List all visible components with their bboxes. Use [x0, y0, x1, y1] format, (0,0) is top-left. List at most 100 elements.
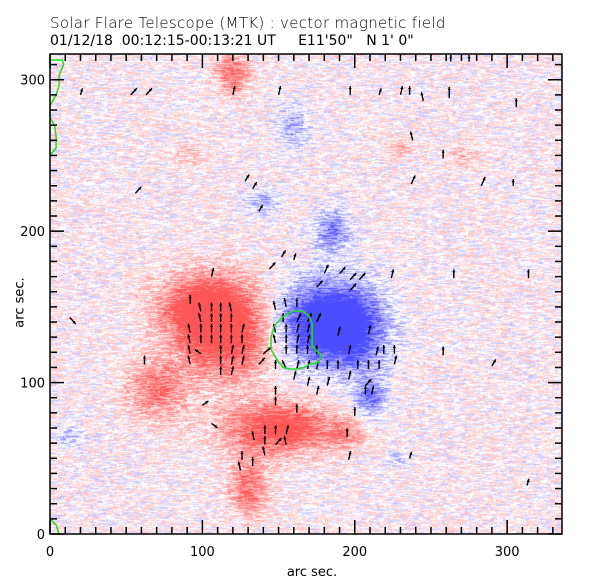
contour-line [270, 310, 323, 370]
field-vector [306, 323, 311, 333]
x-tick-labels: 0 100 200 300 [46, 545, 520, 560]
field-vector-head [353, 284, 356, 287]
field-vector-head [376, 348, 379, 350]
field-vector [347, 344, 352, 354]
field-vector [194, 348, 202, 355]
field-vector-head [307, 335, 311, 338]
field-vector [296, 334, 300, 344]
field-vector-head [211, 269, 215, 272]
field-vector [230, 355, 235, 365]
field-vector [323, 264, 329, 274]
field-vector-head [283, 299, 287, 302]
y-tick-label: 100 [20, 377, 45, 392]
magnetogram-image [50, 54, 562, 534]
field-vector-head [138, 187, 142, 190]
field-vector-head [232, 87, 236, 90]
field-vector [347, 370, 352, 380]
field-vector [281, 249, 287, 258]
field-vector-head [298, 314, 302, 317]
field-vector [252, 181, 258, 190]
field-vector [349, 272, 357, 281]
field-vector-head [526, 480, 530, 483]
field-vector [241, 344, 245, 354]
field-vector [210, 267, 215, 277]
field-vector-head [283, 437, 287, 440]
field-vector [480, 176, 486, 187]
field-vector [228, 302, 233, 312]
field-vector [399, 85, 404, 96]
field-vector-head [368, 326, 372, 329]
field-vector-head [409, 453, 413, 456]
field-vector-head [368, 379, 372, 383]
field-vector [296, 323, 300, 333]
field-vector-head [231, 367, 235, 370]
field-vector-head [325, 265, 329, 269]
field-vector [491, 358, 497, 367]
field-vector-head [187, 346, 191, 349]
field-vector [187, 334, 191, 344]
field-vector [187, 323, 191, 333]
field-vector [272, 323, 277, 333]
field-vector [349, 283, 357, 291]
field-vector [275, 437, 283, 446]
field-vector [293, 253, 297, 261]
contour-line [49, 59, 65, 156]
field-vector-head [214, 424, 217, 428]
field-vector-head [237, 463, 241, 465]
field-vector-head [262, 448, 265, 450]
field-vector [285, 425, 289, 435]
field-vector [420, 91, 425, 102]
field-vector-head [251, 432, 255, 435]
field-vector-head [272, 302, 276, 305]
field-vector [347, 450, 352, 460]
y-tick-labels: 0 100 200 300 [20, 74, 45, 543]
field-vector [272, 334, 277, 344]
field-vector [198, 302, 202, 312]
field-vector [211, 422, 218, 429]
field-vector [339, 266, 347, 275]
field-vector [378, 88, 382, 96]
field-vector [201, 400, 209, 406]
field-vector [241, 355, 245, 365]
field-vector-head [198, 304, 201, 306]
field-vector-head [278, 87, 282, 90]
field-vector-head [420, 93, 424, 96]
field-vector-head [246, 175, 250, 178]
field-vector-head [242, 325, 245, 328]
field-vector-head [282, 251, 286, 254]
field-vector [316, 280, 324, 288]
axis-ticks [49, 54, 562, 535]
field-vector-head [493, 360, 497, 363]
field-vector [268, 261, 276, 270]
field-vector-head [293, 254, 297, 257]
field-vector [262, 346, 272, 355]
field-vector-head [253, 183, 257, 186]
field-vector-head [378, 89, 382, 92]
field-vector-head [307, 325, 311, 328]
field-vector-head [242, 346, 245, 349]
x-tick-label: 100 [190, 545, 215, 560]
field-vector-head [309, 314, 312, 317]
field-vector-head [296, 361, 300, 364]
field-vector-head [268, 347, 271, 351]
field-vector-head [231, 357, 235, 359]
field-vector [315, 385, 320, 395]
field-vector [306, 334, 311, 344]
field-vector-head [205, 400, 208, 404]
y-tick-label: 0 [37, 528, 45, 543]
contour-line [49, 518, 60, 535]
field-vector-head [342, 267, 346, 271]
field-vector [272, 300, 277, 311]
field-vector [337, 326, 341, 336]
field-vector-head [72, 320, 76, 324]
field-vector-head [195, 349, 199, 353]
field-vector-head [371, 387, 375, 390]
y-axis-label: arc sec. [12, 277, 28, 328]
field-vector [232, 85, 236, 96]
field-vector [198, 313, 202, 323]
field-vector-head [482, 178, 486, 181]
field-vector-head [286, 426, 290, 429]
plot-frame [49, 53, 563, 535]
field-vector-head [353, 273, 356, 277]
field-vector-head [80, 89, 84, 92]
